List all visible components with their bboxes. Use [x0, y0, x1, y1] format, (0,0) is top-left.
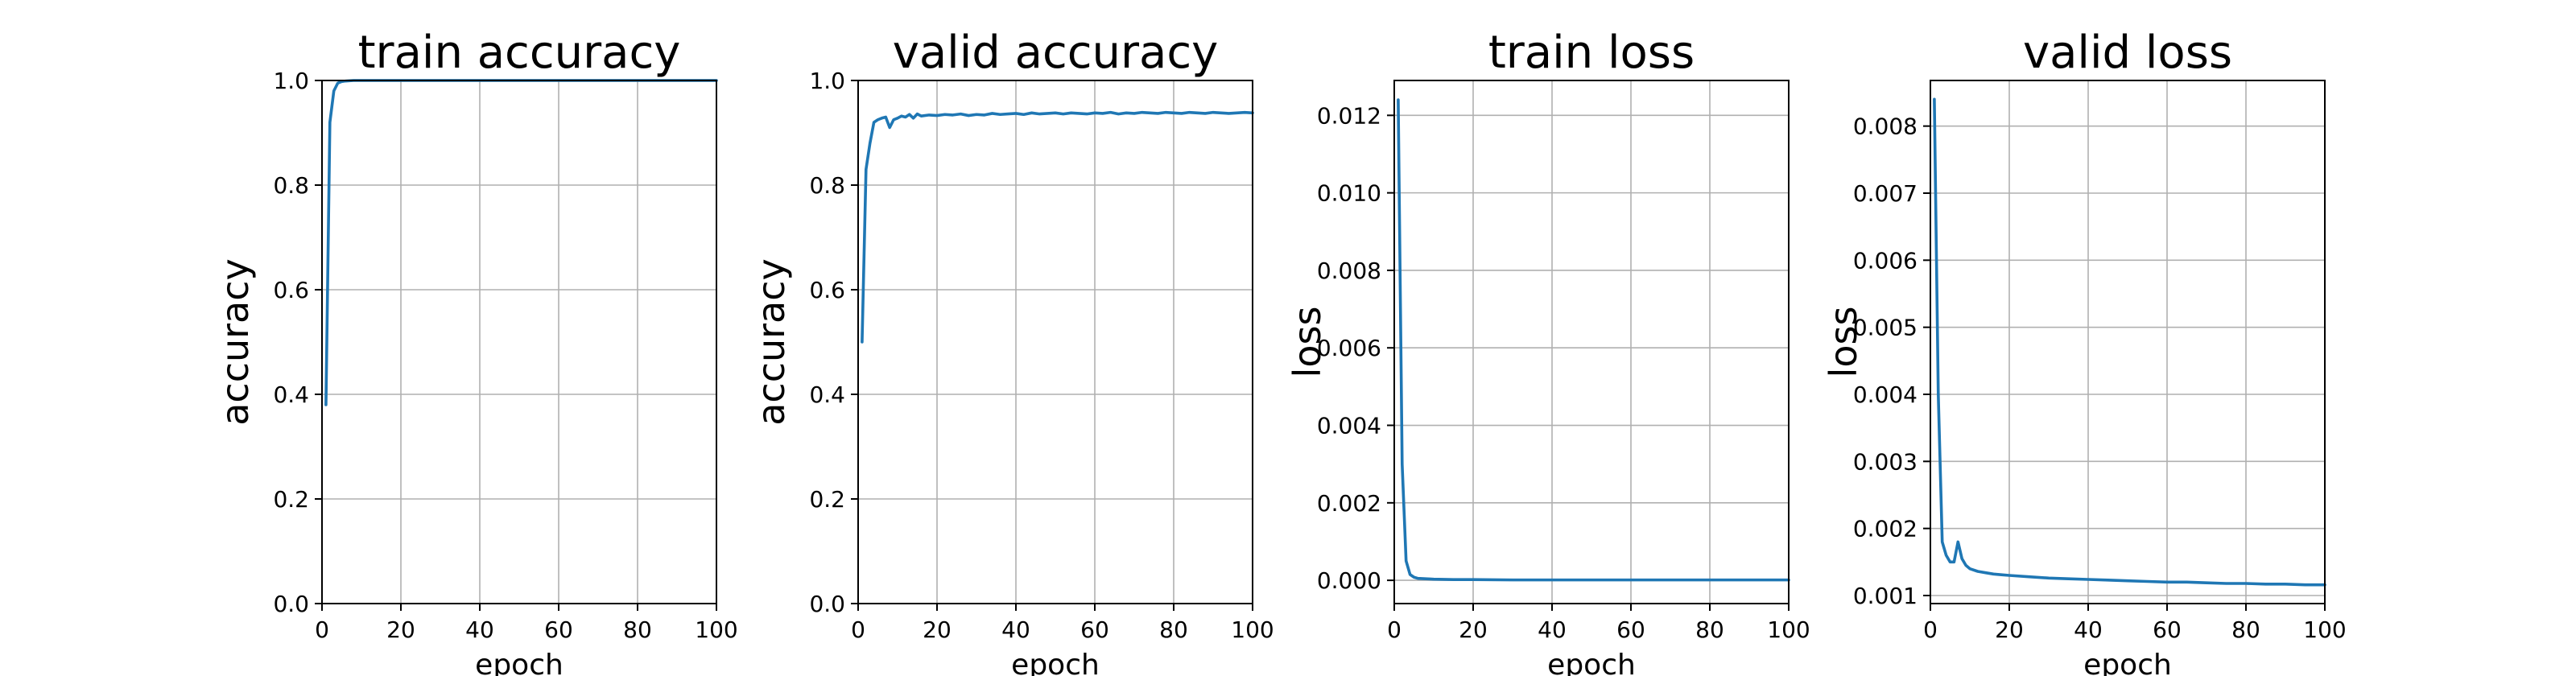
y-tick-label: 0.006: [1853, 247, 1918, 274]
x-tick-label: 60: [1616, 616, 1645, 643]
axes-frame: [857, 80, 1253, 604]
chart-title: valid accuracy: [893, 27, 1219, 79]
x-tick-label: 40: [1001, 616, 1030, 643]
x-tick-label: 60: [1080, 616, 1109, 643]
y-tick-label: 0.007: [1853, 180, 1918, 207]
y-tick-label: 0.001: [1853, 583, 1918, 609]
x-tick-label: 40: [465, 616, 494, 643]
y-tick-label: 0.005: [1853, 315, 1918, 341]
x-tick-label: 100: [1767, 616, 1810, 643]
x-tick-label: 80: [2231, 616, 2260, 643]
x-tick-label: 100: [695, 616, 737, 643]
y-tick-label: 1.0: [273, 68, 309, 94]
chart-panel-4: 0 20 40 60 80 100 0.001 0.002 0.003 0.004 0.005 0.0…: [1822, 27, 2347, 676]
y-tick-label: 0.4: [809, 381, 845, 408]
x-tick-label: 0: [1923, 616, 1938, 643]
x-tick-label: 0: [851, 616, 865, 643]
x-tick-label: 60: [2153, 616, 2182, 643]
y-tick-label: 0.012: [1317, 102, 1381, 129]
x-tick-label: 80: [1695, 616, 1724, 643]
x-tick-label: 20: [923, 616, 952, 643]
y-tick-label: 0.6: [809, 277, 845, 303]
y-tick-label: 0.010: [1317, 180, 1381, 207]
y-tick-label: 0.0: [273, 591, 309, 617]
y-tick-label: 0.004: [1853, 381, 1918, 408]
y-tick-label: 0.003: [1853, 448, 1918, 475]
series-line: [1397, 98, 1790, 582]
x-tick-label: 0: [315, 616, 329, 643]
x-tick-label: 80: [1159, 616, 1188, 643]
x-tick-label: 20: [1995, 616, 2024, 643]
y-tick-label: 0.008: [1853, 113, 1918, 140]
y-tick-label: 1.0: [809, 68, 845, 94]
series-line: [861, 110, 1254, 344]
y-axis-label: loss: [1822, 307, 1865, 378]
x-tick-label: 100: [2303, 616, 2346, 643]
x-tick-label: 20: [1459, 616, 1488, 643]
y-tick-label: 0.8: [809, 172, 845, 199]
x-tick-label: 40: [1538, 616, 1567, 643]
x-tick-label: 80: [623, 616, 652, 643]
chart-panel-3: 0 20 40 60 80 100 0.000 0.002 0.004 0.006 0.008 0.0…: [1286, 27, 1810, 676]
y-tick-label: 0.002: [1853, 516, 1918, 542]
axes-frame: [1930, 80, 2326, 604]
y-axis-label: loss: [1286, 307, 1329, 378]
chart-title: train accuracy: [358, 27, 681, 79]
x-tick-label: 40: [2074, 616, 2103, 643]
y-tick-label: 0.4: [273, 381, 309, 408]
series-line: [1933, 97, 2326, 587]
y-tick-label: 0.008: [1317, 258, 1381, 284]
y-tick-label: 0.6: [273, 277, 309, 303]
y-tick-label: 0.002: [1317, 490, 1381, 517]
x-tick-label: 0: [1387, 616, 1402, 643]
y-tick-label: 0.2: [273, 486, 309, 513]
y-tick-label: 0.004: [1317, 413, 1381, 439]
y-tick-label: 0.2: [809, 486, 845, 513]
axes-frame: [321, 80, 717, 604]
x-axis-label: epoch: [475, 649, 564, 676]
chart-panel-2: 0 20 40 60 80 100 0.0 0.2 0.4 0.6 0.8 1.0 valid accu…: [749, 27, 1274, 676]
x-tick-label: 60: [544, 616, 573, 643]
x-tick-label: 100: [1231, 616, 1274, 643]
y-tick-label: 0.000: [1317, 567, 1381, 594]
y-tick-label: 0.0: [809, 591, 845, 617]
x-axis-label: epoch: [1547, 649, 1636, 676]
y-axis-label: accuracy: [749, 258, 793, 426]
chart-panel-1: 0 20 40 60 80 100 0.0 0.2 0.4 0.6 0.8 1.0 train accu…: [213, 27, 738, 676]
y-tick-label: 0.006: [1317, 335, 1381, 361]
x-tick-label: 20: [386, 616, 415, 643]
x-axis-label: epoch: [2083, 649, 2172, 676]
y-axis-label: accuracy: [213, 258, 257, 426]
x-axis-label: epoch: [1011, 649, 1100, 676]
chart-title: valid loss: [2023, 27, 2232, 79]
chart-title: train loss: [1488, 27, 1695, 79]
axes-frame: [1393, 80, 1790, 604]
y-tick-label: 0.8: [273, 172, 309, 199]
